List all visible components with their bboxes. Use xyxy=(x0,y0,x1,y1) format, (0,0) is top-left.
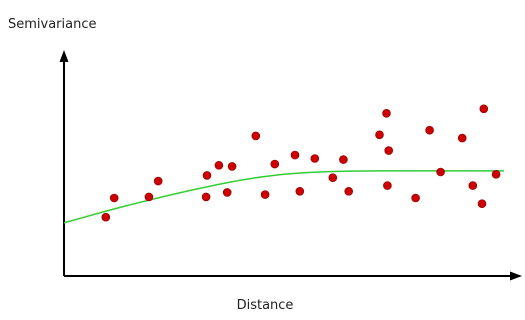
data-point xyxy=(260,190,270,199)
data-point xyxy=(468,181,478,190)
data-point xyxy=(290,150,300,160)
data-point xyxy=(477,199,487,208)
data-point xyxy=(144,192,154,202)
y-axis-label: Semivariance xyxy=(8,17,97,32)
x-axis-label: Distance xyxy=(237,298,294,313)
data-point xyxy=(202,171,212,180)
fitted-curve-layer xyxy=(63,170,504,224)
data-point xyxy=(109,193,119,203)
data-point xyxy=(384,146,394,155)
data-point xyxy=(153,176,163,186)
data-points-layer xyxy=(101,104,501,222)
data-point xyxy=(383,181,392,190)
data-point xyxy=(270,159,280,169)
data-point xyxy=(339,155,348,164)
data-point xyxy=(491,170,501,179)
x-axis-arrow-icon xyxy=(510,271,522,281)
data-point xyxy=(375,130,384,140)
data-point xyxy=(382,109,391,118)
data-point xyxy=(457,133,467,143)
fitted-curve xyxy=(63,170,504,224)
data-point xyxy=(344,187,354,196)
y-axis-arrow-icon xyxy=(59,50,69,62)
data-point xyxy=(201,192,211,202)
data-point xyxy=(411,193,420,203)
data-point xyxy=(222,188,232,197)
data-point xyxy=(101,212,111,222)
data-point xyxy=(295,187,305,196)
data-point xyxy=(479,104,489,114)
data-point xyxy=(251,131,261,141)
data-point xyxy=(436,167,445,177)
data-point xyxy=(425,125,434,135)
data-point xyxy=(214,161,224,170)
data-point xyxy=(227,162,237,171)
data-point xyxy=(328,173,338,182)
data-point xyxy=(310,154,320,163)
